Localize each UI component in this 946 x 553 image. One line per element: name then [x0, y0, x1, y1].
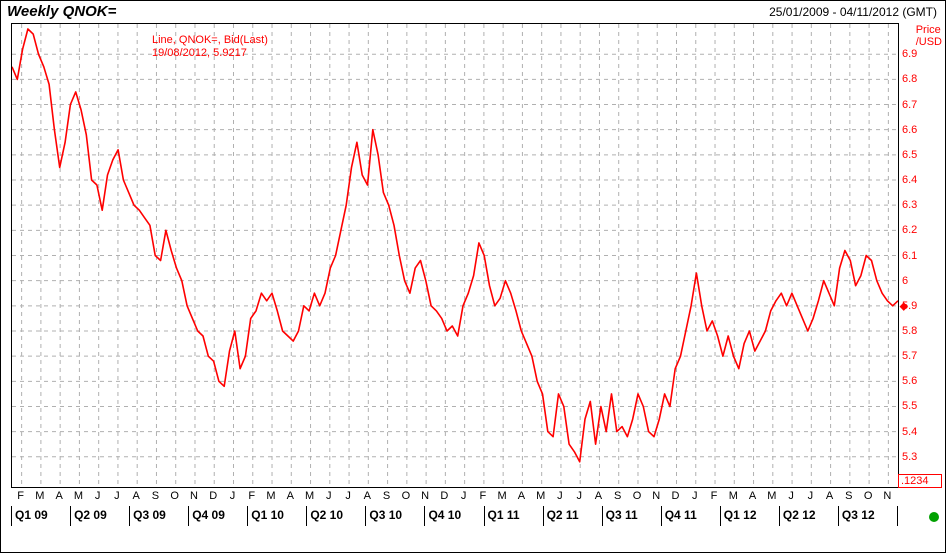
price-series [12, 29, 898, 462]
chart-title: Weekly QNOK= [7, 3, 116, 20]
y-tick-label: 6.1 [902, 250, 938, 262]
y-tick-label: 6.7 [902, 99, 938, 111]
x-quarter-label: Q4 11 [665, 508, 697, 522]
x-axis-months: FMAMJJASONDJFMAMJJASONDJFMAMJJASONDJFMAM… [11, 490, 899, 504]
y-tick-label: 5.8 [902, 325, 938, 337]
x-month-label: J [576, 490, 582, 502]
x-month-label: A [518, 490, 525, 502]
y-tick-label: 6.8 [902, 73, 938, 85]
x-month-label: F [248, 490, 255, 502]
x-month-label: A [55, 490, 62, 502]
x-month-label: M [767, 490, 776, 502]
x-month-label: M [35, 490, 44, 502]
x-quarter-label: Q1 09 [15, 508, 48, 522]
y-tick-label: 6.5 [902, 149, 938, 161]
x-month-label: J [692, 490, 698, 502]
y-tick-label: 5.7 [902, 350, 938, 362]
x-month-label: M [266, 490, 275, 502]
x-month-label: F [480, 490, 487, 502]
plot-area[interactable]: Price/USD Line, QNOK=, Bid(Last)19/08/20… [11, 23, 899, 488]
x-month-label: O [864, 490, 873, 502]
x-month-label: J [230, 490, 236, 502]
x-quarter-label: Q4 09 [192, 508, 225, 522]
x-quarter-label: Q2 09 [74, 508, 107, 522]
x-quarter-label: Q3 11 [606, 508, 638, 522]
plot-svg [12, 24, 898, 487]
x-quarter-label: Q4 10 [428, 508, 461, 522]
y-tick-label: 5.3 [902, 451, 938, 463]
x-month-label: J [326, 490, 332, 502]
x-month-label: N [421, 490, 429, 502]
x-quarter-label: Q1 10 [251, 508, 284, 522]
x-month-label: F [17, 490, 24, 502]
x-month-label: A [133, 490, 140, 502]
x-quarter-label: Q3 09 [133, 508, 166, 522]
date-range: 25/01/2009 - 04/11/2012 (GMT) [769, 5, 937, 19]
x-month-label: D [440, 490, 448, 502]
x-month-label: J [95, 490, 101, 502]
x-month-label: J [788, 490, 794, 502]
x-month-label: O [402, 490, 411, 502]
x-month-label: D [209, 490, 217, 502]
x-month-label: J [808, 490, 814, 502]
x-month-label: M [498, 490, 507, 502]
x-month-label: A [364, 490, 371, 502]
x-month-label: A [826, 490, 833, 502]
x-quarter-label: Q1 12 [724, 508, 757, 522]
x-month-label: O [170, 490, 179, 502]
x-month-label: M [536, 490, 545, 502]
last-value-marker-icon: ◆ [900, 299, 908, 312]
x-month-label: M [74, 490, 83, 502]
x-month-label: D [672, 490, 680, 502]
x-month-label: O [633, 490, 642, 502]
x-month-label: A [749, 490, 756, 502]
x-month-label: J [557, 490, 563, 502]
x-axis-quarters: Q1 09 Q2 09 Q3 09 Q4 09 Q1 10 Q2 10 Q3 10 Q4 10… [11, 508, 899, 526]
x-month-label: S [152, 490, 159, 502]
y-tick-label: 6 [902, 275, 938, 287]
y-tick-label: 5.6 [902, 375, 938, 387]
x-month-label: M [305, 490, 314, 502]
x-quarter-label: Q3 12 [842, 508, 875, 522]
status-dot-icon [929, 512, 939, 522]
x-month-label: N [883, 490, 891, 502]
x-month-label: S [845, 490, 852, 502]
legend: Line, QNOK=, Bid(Last)19/08/2012, 5.9217 [152, 34, 268, 60]
x-month-label: S [614, 490, 621, 502]
y-tick-label: 6.4 [902, 174, 938, 186]
y-tick-label: 6.3 [902, 199, 938, 211]
x-quarter-label: Q1 11 [488, 508, 520, 522]
x-month-label: N [652, 490, 660, 502]
x-quarter-label: Q2 10 [310, 508, 343, 522]
y-tick-label: 6.9 [902, 48, 938, 60]
y-tick-label: 6.6 [902, 124, 938, 136]
x-month-label: N [190, 490, 198, 502]
x-month-label: F [711, 490, 718, 502]
x-quarter-label: Q2 12 [783, 508, 816, 522]
y-tick-label: 5.5 [902, 400, 938, 412]
x-month-label: S [383, 490, 390, 502]
x-month-label: A [595, 490, 602, 502]
x-quarter-label: Q3 10 [369, 508, 402, 522]
x-month-label: A [287, 490, 294, 502]
chart-window: Weekly QNOK= 25/01/2009 - 04/11/2012 (GM… [0, 0, 946, 553]
y-tick-label: 5.4 [902, 426, 938, 438]
x-quarter-label: Q2 11 [547, 508, 579, 522]
y-tick-label: 6.2 [902, 224, 938, 236]
last-value-box: .1234 [898, 474, 942, 488]
x-month-label: M [729, 490, 738, 502]
y-axis-title: Price/USD [916, 24, 942, 48]
x-month-label: J [345, 490, 351, 502]
x-month-label: J [114, 490, 120, 502]
x-month-label: J [461, 490, 467, 502]
